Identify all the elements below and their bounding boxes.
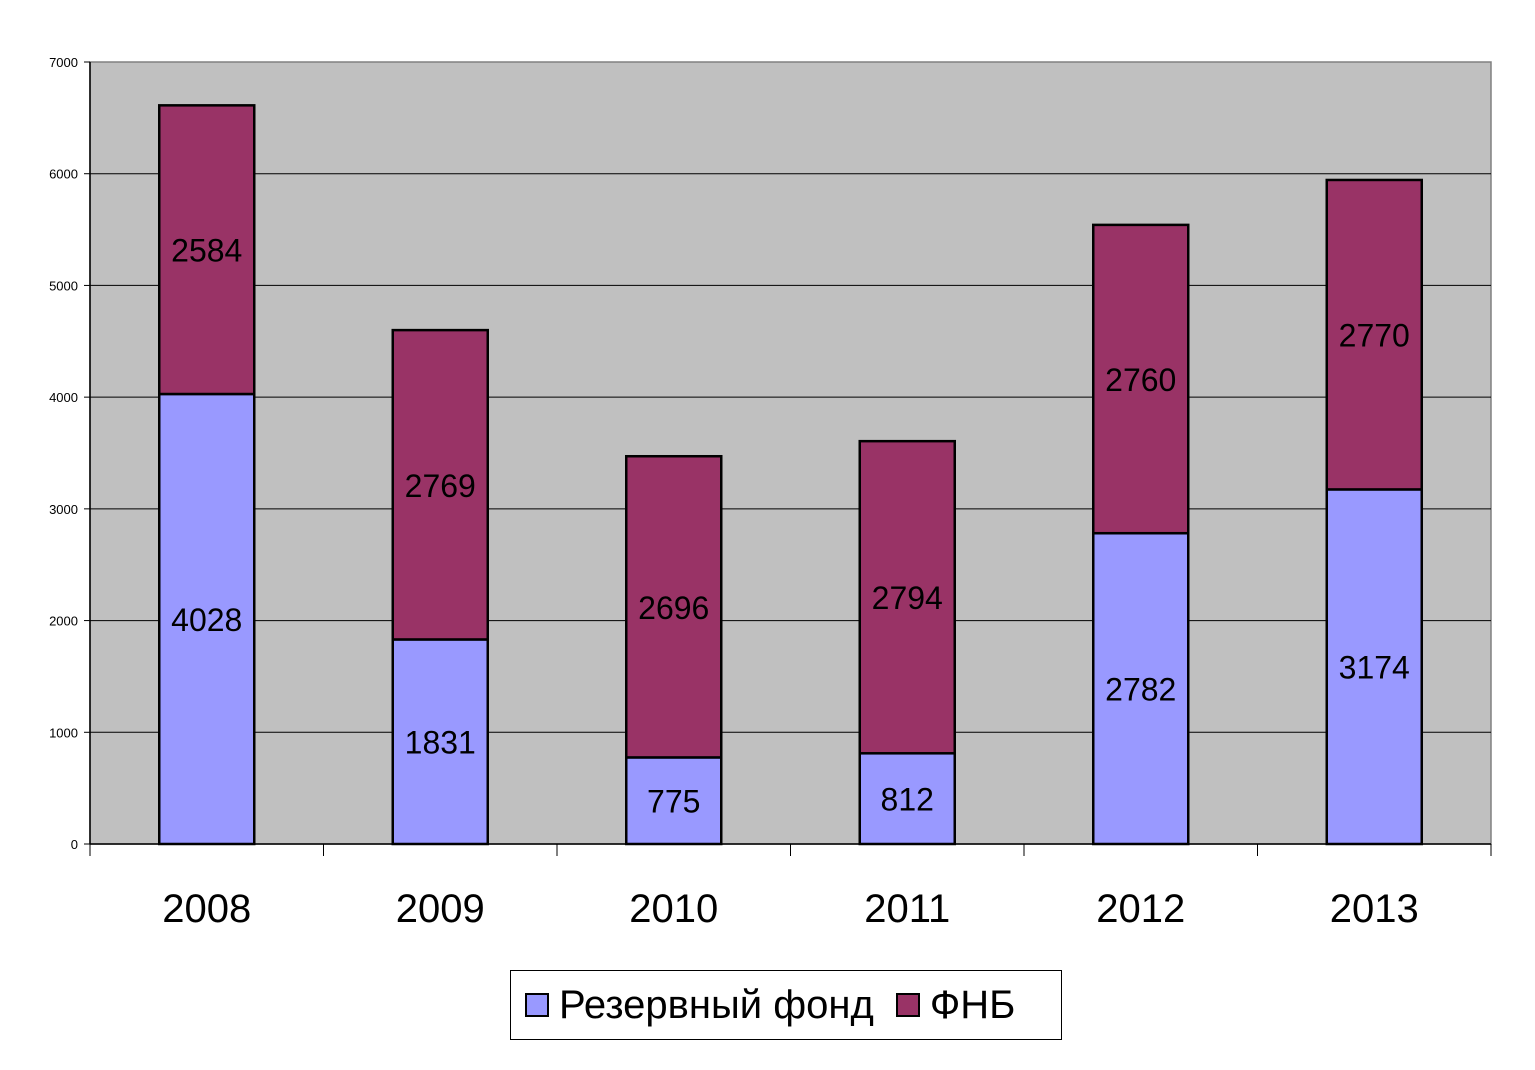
data-label: 1831: [405, 725, 476, 761]
plot-area: 0 1000 2000 3000 4000 5000 6000 7000 4028 2584 200…: [49, 55, 1492, 931]
plot-background: [89, 61, 1492, 845]
x-tick-label: 2009: [396, 887, 485, 931]
legend-swatch-fnb: [895, 993, 920, 1017]
bar-segment: [158, 392, 256, 846]
x-tick-label: 2010: [629, 887, 718, 931]
y-tick-label: 6000: [49, 167, 78, 182]
bar-segment: [858, 439, 956, 755]
data-label: 2696: [638, 590, 709, 626]
data-label: 3174: [1339, 650, 1410, 686]
y-tick-label: 5000: [49, 278, 78, 293]
bar-segment: [1092, 531, 1190, 846]
data-label: 812: [881, 782, 934, 818]
data-label: 2769: [405, 468, 476, 504]
data-label: 2782: [1105, 672, 1176, 708]
bar-segment: [391, 328, 489, 641]
bar-segment: [625, 454, 723, 759]
legend: Резервный фонд ФНБ: [510, 970, 1062, 1040]
legend-swatch-reserve-fund: [525, 993, 549, 1017]
data-label: 2794: [872, 580, 943, 616]
data-label: 2770: [1339, 318, 1410, 354]
x-tick-label: 2008: [162, 887, 251, 931]
legend-item-reserve-fund: Резервный фонд: [525, 983, 874, 1028]
bar-segment: [858, 752, 956, 846]
bar-segment: [1092, 223, 1190, 535]
legend-item-fnb: ФНБ: [895, 982, 1016, 1028]
x-tick-label: 2011: [864, 887, 950, 931]
bar-segment: [1325, 178, 1423, 491]
data-label: 775: [647, 784, 700, 820]
y-tick-label: 7000: [49, 55, 78, 70]
bar-segment: [158, 104, 256, 396]
bar-segment: [625, 756, 723, 846]
y-tick-label: 2000: [49, 614, 78, 629]
y-tick-label: 4000: [49, 390, 78, 405]
y-tick-label: 3000: [49, 502, 78, 517]
data-label: 2760: [1105, 362, 1176, 398]
legend-label-reserve-fund: Резервный фонд: [559, 982, 874, 1027]
x-tick-label: 2013: [1330, 887, 1419, 931]
legend-label-fnb: ФНБ: [929, 982, 1016, 1027]
x-tick-label: 2012: [1096, 887, 1185, 931]
data-label: 4028: [171, 602, 242, 638]
y-tick-label: 1000: [49, 725, 78, 740]
data-label: 2584: [171, 233, 242, 269]
bar-segment: [391, 638, 489, 846]
y-tick-label: 0: [71, 837, 78, 852]
